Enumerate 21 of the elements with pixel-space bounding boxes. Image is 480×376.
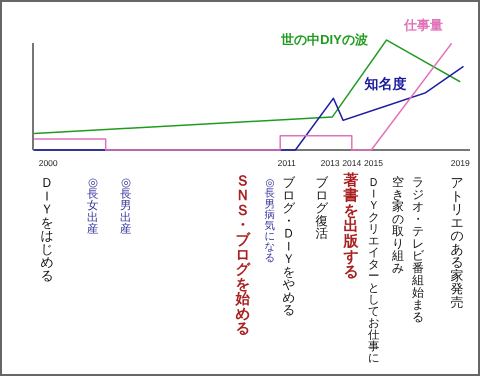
x-tick-label: 2011 <box>278 158 296 168</box>
x-tick-label: 2014 <box>342 158 362 168</box>
series-label: 知名度 <box>363 75 406 92</box>
text: ブログ・ＤＩＹをやめる <box>282 176 296 318</box>
text: ブログ復活 <box>316 176 330 241</box>
text: ＤＩＹをはじめる <box>40 175 54 283</box>
x-tick-label: 2013 <box>320 158 340 168</box>
text: 著書を出版する <box>342 172 360 281</box>
x-tick-label: 2019 <box>450 158 470 168</box>
series-label: 世の中DIYの波 <box>280 32 369 47</box>
text: アトリエのある家発売 <box>450 175 464 310</box>
text: ラジオ・テレビ番組始まる <box>412 175 424 324</box>
text: 空き家の取り組み <box>391 175 404 275</box>
text: ＳＮＳ・ブログを始める <box>236 173 250 338</box>
text: ◎長男出産 <box>120 176 132 236</box>
text: ◎長女出産 <box>87 176 99 236</box>
text: ＤＩＹクリエイターとしてお仕事に <box>368 176 380 365</box>
text: ◎長男病気になる <box>264 176 276 264</box>
series-label: 仕事量 <box>403 17 444 32</box>
x-tick-label: 2000 <box>38 158 58 168</box>
x-tick-label: 2015 <box>364 158 384 168</box>
